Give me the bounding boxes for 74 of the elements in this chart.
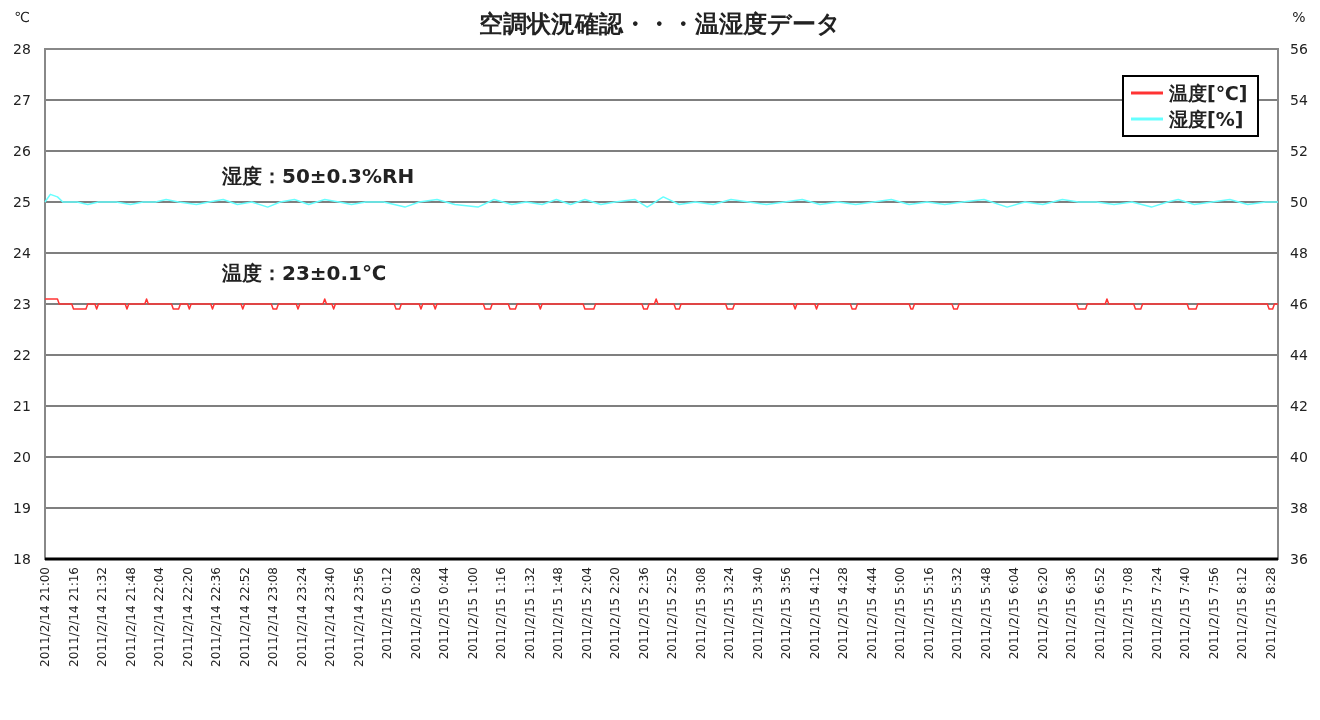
- x-tick-label: 2011/2/15 7:56: [1206, 567, 1221, 660]
- x-tick-label: 2011/2/15 7:24: [1149, 567, 1164, 660]
- x-tick-label: 2011/2/14 21:48: [123, 567, 138, 667]
- x-tick-label: 2011/2/15 5:00: [893, 567, 908, 660]
- y2-tick-label: 54: [1290, 92, 1308, 108]
- x-tick-label: 2011/2/15 3:40: [750, 567, 765, 660]
- x-tick-label: 2011/2/15 0:44: [437, 567, 452, 660]
- x-tick-label: 2011/2/15 5:16: [921, 567, 936, 660]
- y2-tick-label: 36: [1290, 551, 1308, 567]
- x-tick-label: 2011/2/14 22:52: [237, 567, 252, 667]
- y2-tick-label: 50: [1290, 194, 1308, 210]
- x-tick-label: 2011/2/14 21:16: [66, 567, 81, 667]
- annotation: 温度：23±0.1℃: [221, 260, 387, 285]
- x-tick-label: 2011/2/14 21:32: [95, 567, 110, 667]
- x-tick-label: 2011/2/15 4:44: [864, 567, 879, 660]
- x-tick-label: 2011/2/15 1:48: [551, 567, 566, 660]
- x-tick-label: 2011/2/15 2:36: [636, 567, 651, 660]
- x-tick-label: 2011/2/15 6:20: [1035, 567, 1050, 660]
- x-tick-label: 2011/2/15 3:56: [779, 567, 794, 660]
- x-tick-label: 2011/2/15 8:28: [1263, 567, 1278, 660]
- y-tick-label: 24: [13, 245, 31, 261]
- y2-tick-label: 52: [1290, 143, 1308, 159]
- y2-axis-title: %: [1292, 9, 1306, 25]
- x-tick-label: 2011/2/15 6:52: [1092, 567, 1107, 660]
- x-tick-label: 2011/2/15 2:04: [579, 567, 594, 660]
- annotation: 湿度：50±0.3%RH: [221, 164, 415, 188]
- legend-label: 湿度[%]: [1168, 108, 1244, 130]
- chart-title: 空調状況確認・・・温湿度データ: [479, 10, 841, 38]
- y2-tick-label: 46: [1290, 296, 1308, 312]
- x-tick-label: 2011/2/15 7:40: [1178, 567, 1193, 660]
- y2-tick-label: 44: [1290, 347, 1308, 363]
- y-tick-label: 23: [13, 296, 31, 312]
- x-tick-label: 2011/2/15 4:12: [807, 567, 822, 660]
- x-tick-label: 2011/2/15 1:32: [522, 567, 537, 660]
- x-tick-label: 2011/2/14 22:04: [152, 567, 167, 667]
- y2-tick-label: 48: [1290, 245, 1308, 261]
- x-tick-label: 2011/2/15 7:08: [1121, 567, 1136, 660]
- x-tick-label: 2011/2/14 23:08: [266, 567, 281, 667]
- y2-tick-label: 56: [1290, 41, 1308, 57]
- y-tick-label: 21: [13, 398, 31, 414]
- y2-tick-label: 38: [1290, 500, 1308, 516]
- y-tick-label: 26: [13, 143, 31, 159]
- y-tick-label: 19: [13, 500, 31, 516]
- x-tick-label: 2011/2/15 2:20: [608, 567, 623, 660]
- x-tick-label: 2011/2/14 22:20: [180, 567, 195, 667]
- y-tick-label: 20: [13, 449, 31, 465]
- y-tick-label: 27: [13, 92, 31, 108]
- line-series: [44, 193, 1279, 208]
- y-tick-label: 28: [13, 41, 31, 57]
- y-tick-label: 18: [13, 551, 31, 567]
- y2-tick-label: 40: [1290, 449, 1308, 465]
- legend-label: 温度[℃]: [1168, 82, 1248, 104]
- y-tick-label: 22: [13, 347, 31, 363]
- x-tick-label: 2011/2/15 1:16: [494, 567, 509, 660]
- x-tick-label: 2011/2/15 8:12: [1235, 567, 1250, 660]
- x-tick-label: 2011/2/14 21:00: [38, 567, 52, 667]
- x-tick-label: 2011/2/14 23:40: [323, 567, 338, 667]
- x-tick-label: 2011/2/14 23:56: [351, 567, 366, 667]
- x-tick-label: 2011/2/15 2:52: [665, 567, 680, 660]
- x-tick-label: 2011/2/15 4:28: [836, 567, 851, 660]
- x-tick-label: 2011/2/15 6:04: [1007, 567, 1022, 660]
- x-tick-label: 2011/2/15 0:28: [408, 567, 423, 660]
- x-tick-label: 2011/2/15 3:08: [693, 567, 708, 660]
- x-tick-label: 2011/2/15 5:32: [950, 567, 965, 660]
- x-tick-label: 2011/2/15 5:48: [978, 567, 993, 660]
- y-tick-label: 25: [13, 194, 31, 210]
- y-axis-title: ℃: [14, 9, 30, 25]
- x-tick-label: 2011/2/15 0:12: [380, 567, 395, 660]
- x-tick-label: 2011/2/14 23:24: [294, 567, 309, 667]
- x-tick-label: 2011/2/14 22:36: [209, 567, 224, 667]
- x-tick-label: 2011/2/15 6:36: [1064, 567, 1079, 660]
- y2-tick-label: 42: [1290, 398, 1308, 414]
- x-tick-label: 2011/2/15 1:00: [465, 567, 480, 660]
- x-tick-label: 2011/2/15 3:24: [722, 567, 737, 660]
